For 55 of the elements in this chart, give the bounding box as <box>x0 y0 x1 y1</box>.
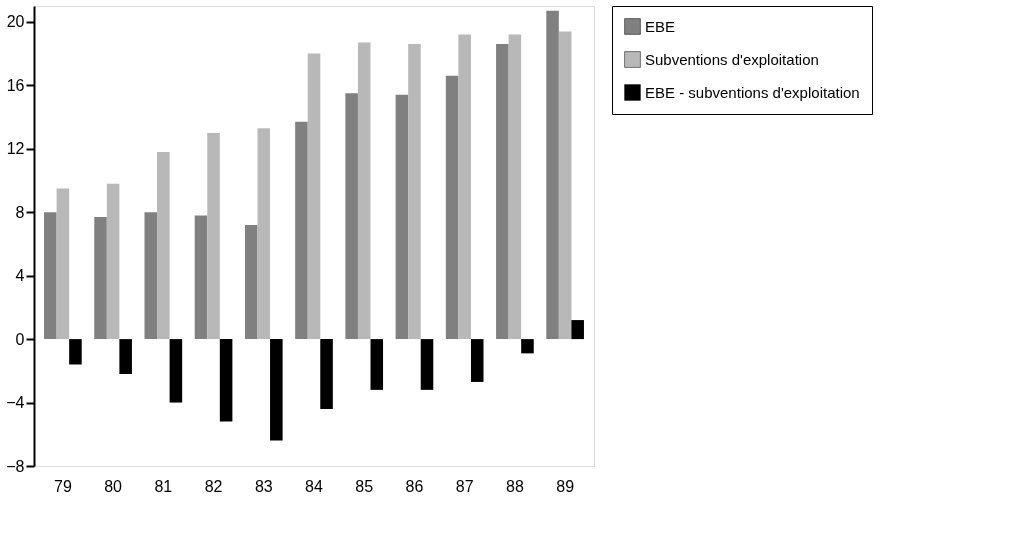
bar <box>119 339 132 374</box>
x-tick-label: 82 <box>204 477 223 495</box>
bar <box>56 188 70 340</box>
bar <box>257 128 271 340</box>
x-tick-label: 88 <box>506 477 524 495</box>
x-tick-label: 87 <box>455 477 474 495</box>
legend-label: EBE <box>645 17 676 35</box>
bar <box>470 339 484 382</box>
bar <box>370 339 384 390</box>
bar <box>458 34 471 340</box>
bar <box>295 121 308 340</box>
bar <box>44 212 57 340</box>
bar <box>558 31 572 340</box>
bar <box>571 320 584 340</box>
bar <box>69 339 82 365</box>
bar <box>194 215 208 340</box>
y-tick-label: 4 <box>15 267 25 285</box>
x-tick-label: 79 <box>53 477 72 495</box>
bar <box>445 75 459 340</box>
x-tick-label: 80 <box>104 477 123 495</box>
legend-label: EBE - subventions d'exploitation <box>645 83 860 101</box>
bar <box>94 216 107 340</box>
bar <box>244 224 258 340</box>
bar <box>357 42 371 340</box>
y-tick-label: 16 <box>6 76 25 94</box>
bar <box>546 10 559 340</box>
x-tick-label: 84 <box>305 477 323 495</box>
x-tick-label: 86 <box>405 477 424 495</box>
bar <box>207 132 220 340</box>
bar <box>307 53 321 340</box>
bar <box>521 339 534 354</box>
x-tick-label: 83 <box>254 477 273 495</box>
bar <box>496 44 509 340</box>
y-tick-label: 8 <box>15 203 25 221</box>
bar <box>169 339 183 403</box>
legend-label: Subventions d'exploitation <box>645 50 819 68</box>
y-tick-label: −8 <box>6 457 25 475</box>
y-tick-label: −4 <box>6 394 25 412</box>
bar <box>508 34 522 340</box>
bar <box>395 94 409 340</box>
bar <box>408 44 421 340</box>
bar <box>144 212 158 340</box>
x-tick-label: 81 <box>154 477 173 495</box>
x-tick-label: 89 <box>556 477 575 495</box>
y-tick-label: 0 <box>15 330 25 348</box>
y-tick-label: 12 <box>6 140 25 158</box>
bar <box>270 339 283 441</box>
x-tick-label: 85 <box>355 477 374 495</box>
bar <box>320 339 333 409</box>
bar <box>157 151 170 340</box>
bar <box>345 93 358 340</box>
bar <box>219 339 233 422</box>
y-tick-label: 20 <box>6 13 25 31</box>
bar <box>106 183 120 340</box>
bar <box>420 339 434 390</box>
